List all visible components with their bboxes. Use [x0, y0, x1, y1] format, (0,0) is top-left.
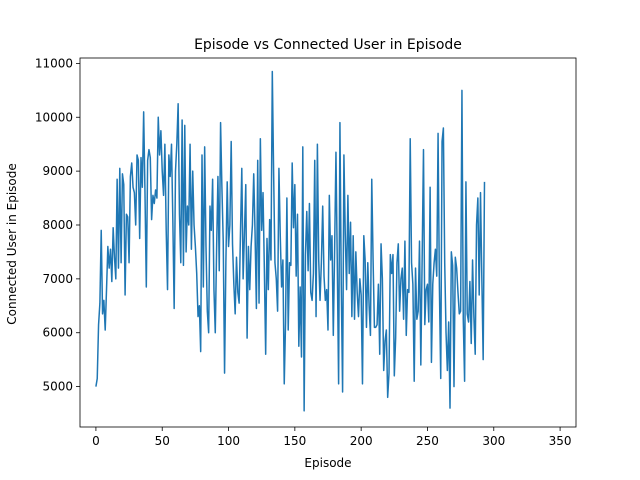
x-tick-label: 250 [416, 434, 439, 448]
series-line-0 [95, 70, 486, 412]
y-tick-label: 7000 [42, 272, 73, 286]
x-tick-label: 0 [92, 434, 100, 448]
y-axis-ticks: 5000 6000 7000 8000 9000 10000 11000 [35, 56, 80, 394]
chart-title: Episode vs Connected User in Episode [194, 37, 462, 53]
x-tick-label: 50 [155, 434, 170, 448]
y-tick-label: 10000 [35, 110, 73, 124]
y-tick-label: 5000 [42, 380, 73, 394]
x-tick-label: 100 [217, 434, 240, 448]
plot-frame [79, 57, 577, 428]
x-tick-label: 350 [549, 434, 572, 448]
y-tick-label: 9000 [42, 164, 73, 178]
y-axis-label: Connected User in Episode [5, 163, 19, 324]
y-tick-label: 6000 [42, 326, 73, 340]
x-tick-label: 150 [283, 434, 306, 448]
x-axis-ticks: 0 50 100 150 200 250 300 350 [92, 427, 572, 448]
x-tick-label: 200 [350, 434, 373, 448]
x-tick-label: 300 [482, 434, 505, 448]
x-axis-label: Episode [304, 456, 351, 470]
y-tick-label: 11000 [35, 56, 73, 70]
y-tick-label: 8000 [42, 218, 73, 232]
plot-area [79, 57, 577, 428]
